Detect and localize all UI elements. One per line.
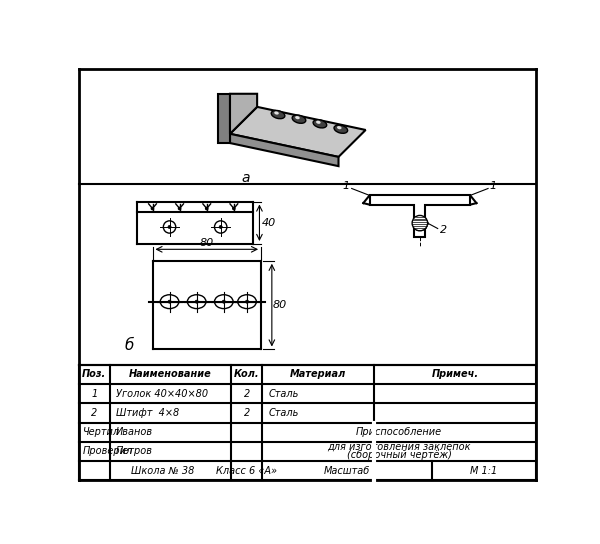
Text: Уголок 40×40×80: Уголок 40×40×80 (116, 388, 208, 399)
Text: 2: 2 (244, 408, 250, 418)
Text: Поз.: Поз. (82, 369, 107, 379)
Polygon shape (218, 94, 230, 143)
Circle shape (178, 207, 181, 209)
Text: Иванов: Иванов (116, 427, 153, 437)
Text: Класс 6 «А»: Класс 6 «А» (216, 466, 277, 475)
Ellipse shape (292, 115, 306, 123)
Ellipse shape (271, 110, 285, 119)
Text: Штифт  4×8: Штифт 4×8 (116, 408, 179, 418)
Text: Кол.: Кол. (234, 369, 259, 379)
Polygon shape (230, 107, 365, 157)
Circle shape (412, 215, 428, 231)
Ellipse shape (195, 300, 198, 303)
Text: Наименование: Наименование (129, 369, 212, 379)
Text: 1: 1 (343, 181, 350, 191)
Text: 40: 40 (262, 218, 276, 228)
Text: 1: 1 (490, 181, 497, 191)
Text: Сталь: Сталь (268, 408, 299, 418)
Circle shape (151, 207, 154, 209)
Text: Чертил: Чертил (83, 427, 120, 437)
Text: (сборочный чертёж): (сборочный чертёж) (347, 450, 452, 460)
Ellipse shape (337, 126, 341, 129)
Text: для изготовления заклёпок: для изготовления заклёпок (328, 443, 471, 453)
Text: б: б (125, 338, 134, 353)
Ellipse shape (334, 125, 347, 133)
Ellipse shape (295, 116, 300, 119)
Ellipse shape (313, 120, 327, 128)
Circle shape (233, 207, 235, 209)
Text: 2: 2 (440, 225, 446, 235)
Polygon shape (230, 94, 257, 134)
Text: Проверил: Проверил (83, 447, 133, 456)
Text: 2: 2 (244, 388, 250, 399)
Text: Приспособление: Приспособление (356, 427, 442, 437)
Polygon shape (370, 195, 470, 237)
Circle shape (219, 225, 222, 228)
Text: Сталь: Сталь (268, 388, 299, 399)
Text: 80: 80 (200, 238, 214, 248)
Ellipse shape (168, 300, 171, 303)
Text: 1: 1 (91, 388, 98, 399)
Ellipse shape (245, 300, 248, 303)
Text: 80: 80 (272, 300, 287, 310)
Text: а: а (241, 171, 250, 185)
Ellipse shape (274, 112, 279, 115)
Polygon shape (230, 134, 338, 166)
Text: Материал: Материал (290, 369, 346, 379)
Text: Примеч.: Примеч. (431, 369, 479, 379)
Text: М 1:1: М 1:1 (470, 466, 498, 475)
Text: Школа № 38: Школа № 38 (131, 466, 194, 475)
Circle shape (206, 207, 208, 209)
Ellipse shape (222, 300, 226, 303)
Text: Петров: Петров (116, 447, 153, 456)
Circle shape (168, 225, 171, 228)
Ellipse shape (316, 121, 320, 124)
Text: Масштаб: Масштаб (324, 466, 370, 475)
Text: 2: 2 (91, 408, 98, 418)
